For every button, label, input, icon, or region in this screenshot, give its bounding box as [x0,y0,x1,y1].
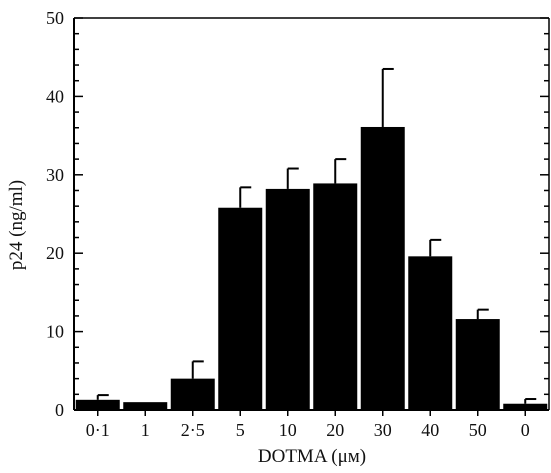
bar [455,319,500,410]
y-tick-label: 0 [55,400,64,420]
bar [408,256,453,410]
x-tick-label: 40 [421,420,439,440]
x-tick-label: 5 [236,420,245,440]
y-tick-label: 40 [46,86,64,106]
y-tick-labels: 0 10 20 30 40 50 [46,8,64,420]
y-tick-label: 10 [46,322,64,342]
bar [75,399,120,410]
x-tick-label: 50 [469,420,487,440]
y-tick-label: 30 [46,165,64,185]
x-tick-label: 10 [279,420,297,440]
y-tick-label: 50 [46,8,64,28]
y-axis-label: p24 (ng/ml) [6,180,27,270]
x-tick-label: 0 [521,420,530,440]
x-tick-label: 0·1 [86,420,110,440]
bar [265,188,310,410]
bars [75,126,548,410]
bar [313,183,358,410]
x-tick-label: 1 [141,420,150,440]
bar [218,207,263,410]
bar [503,403,548,410]
bar [170,378,215,410]
x-tick-label: 2·5 [181,420,205,440]
error-bars [96,67,537,404]
bar [360,126,405,410]
x-tick-labels: 0·1 1 2·5 5 10 20 30 40 50 0 [86,420,530,440]
x-tick-label: 30 [374,420,392,440]
x-tick-label: 20 [326,420,344,440]
bar [123,402,168,410]
y-tick-label: 20 [46,243,64,263]
x-axis-label: DOTMA (μм) [258,446,366,467]
